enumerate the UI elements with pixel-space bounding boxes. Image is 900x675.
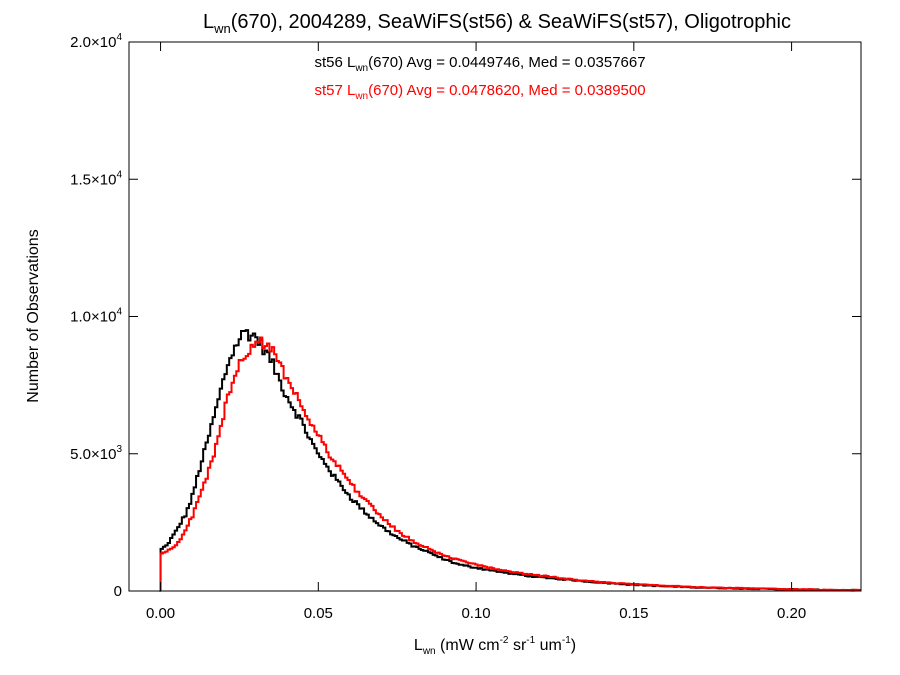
x-axis-label-part3: um xyxy=(535,637,562,654)
x-axis-label-subscript: wn xyxy=(422,646,436,657)
x-tick-label: 0.20 xyxy=(777,605,806,622)
x-axis-label-symbol: L xyxy=(414,637,423,654)
annotation-st57-text: (670) Avg = 0.0478620, Med = 0.0389500 xyxy=(368,82,645,99)
annotation-st56-prefix: st56 xyxy=(314,54,347,71)
y-tick-label: 1.5×104 xyxy=(70,169,122,188)
x-axis-label: Lwn (mW cm-2 sr-1 um-1) xyxy=(414,635,576,657)
annotation-st57-symbol: L xyxy=(347,82,355,99)
histogram-series-line-2 xyxy=(159,336,861,592)
chart-title: Lwn(670), 2004289, SeaWiFS(st56) & SeaWi… xyxy=(203,11,791,36)
x-axis-label-exp1: -2 xyxy=(500,635,509,646)
annotation-st57: st57 Lwn(670) Avg = 0.0478620, Med = 0.0… xyxy=(314,82,645,102)
x-axis-label-exp2: -1 xyxy=(526,635,535,646)
chart-title-subscript: wn xyxy=(213,21,231,36)
x-tick-label: 0.00 xyxy=(146,605,175,622)
y-tick-mantissa: 1.0×10 xyxy=(70,309,116,326)
plot-frame xyxy=(128,41,862,592)
x-axis-label-part1: (mW cm xyxy=(436,637,500,654)
y-axis-label: Number of Observations xyxy=(25,229,42,402)
annotation-st56-text: (670) Avg = 0.0449746, Med = 0.0357667 xyxy=(368,54,645,71)
annotation-st57-prefix: st57 xyxy=(314,82,347,99)
y-tick-mantissa: 5.0×10 xyxy=(70,446,116,463)
y-tick-exponent: 4 xyxy=(116,307,122,318)
chart-title-symbol: L xyxy=(203,11,214,33)
annotation-st56: st56 Lwn(670) Avg = 0.0449746, Med = 0.0… xyxy=(314,54,645,74)
y-tick-label: 5.0×103 xyxy=(70,444,122,463)
x-tick-label: 0.15 xyxy=(619,605,648,622)
chart-title-rest: (670), 2004289, SeaWiFS(st56) & SeaWiFS(… xyxy=(231,11,791,33)
y-tick-mantissa: 1.5×10 xyxy=(70,171,116,188)
y-tick-label: 2.0×104 xyxy=(70,32,122,51)
annotation-st57-subscript: wn xyxy=(354,91,368,102)
plot-area: 0.00 0.05 0.10 0.15 0.20 05.0×1031.0×1041.5×… xyxy=(70,32,862,622)
y-tick-mantissa: 0 xyxy=(114,583,122,600)
y-tick-exponent: 3 xyxy=(116,444,122,455)
series-layer xyxy=(159,329,861,592)
y-tick-label: 0 xyxy=(114,583,122,600)
x-axis-label-part4: ) xyxy=(571,637,576,654)
annotation-st56-symbol: L xyxy=(347,54,355,71)
x-axis-label-part2: sr xyxy=(509,637,527,654)
y-tick-exponent: 4 xyxy=(116,32,122,43)
x-tick-label: 0.05 xyxy=(304,605,333,622)
annotation-st56-subscript: wn xyxy=(354,63,368,74)
x-axis-label-exp3: -1 xyxy=(562,635,571,646)
histogram-series-line-1 xyxy=(159,329,861,592)
y-tick-exponent: 4 xyxy=(116,169,122,180)
x-axis: 0.00 0.05 0.10 0.15 0.20 xyxy=(146,42,806,622)
y-tick-mantissa: 2.0×10 xyxy=(70,34,116,51)
x-tick-label: 0.10 xyxy=(461,605,490,622)
y-tick-label: 1.0×104 xyxy=(70,307,122,326)
